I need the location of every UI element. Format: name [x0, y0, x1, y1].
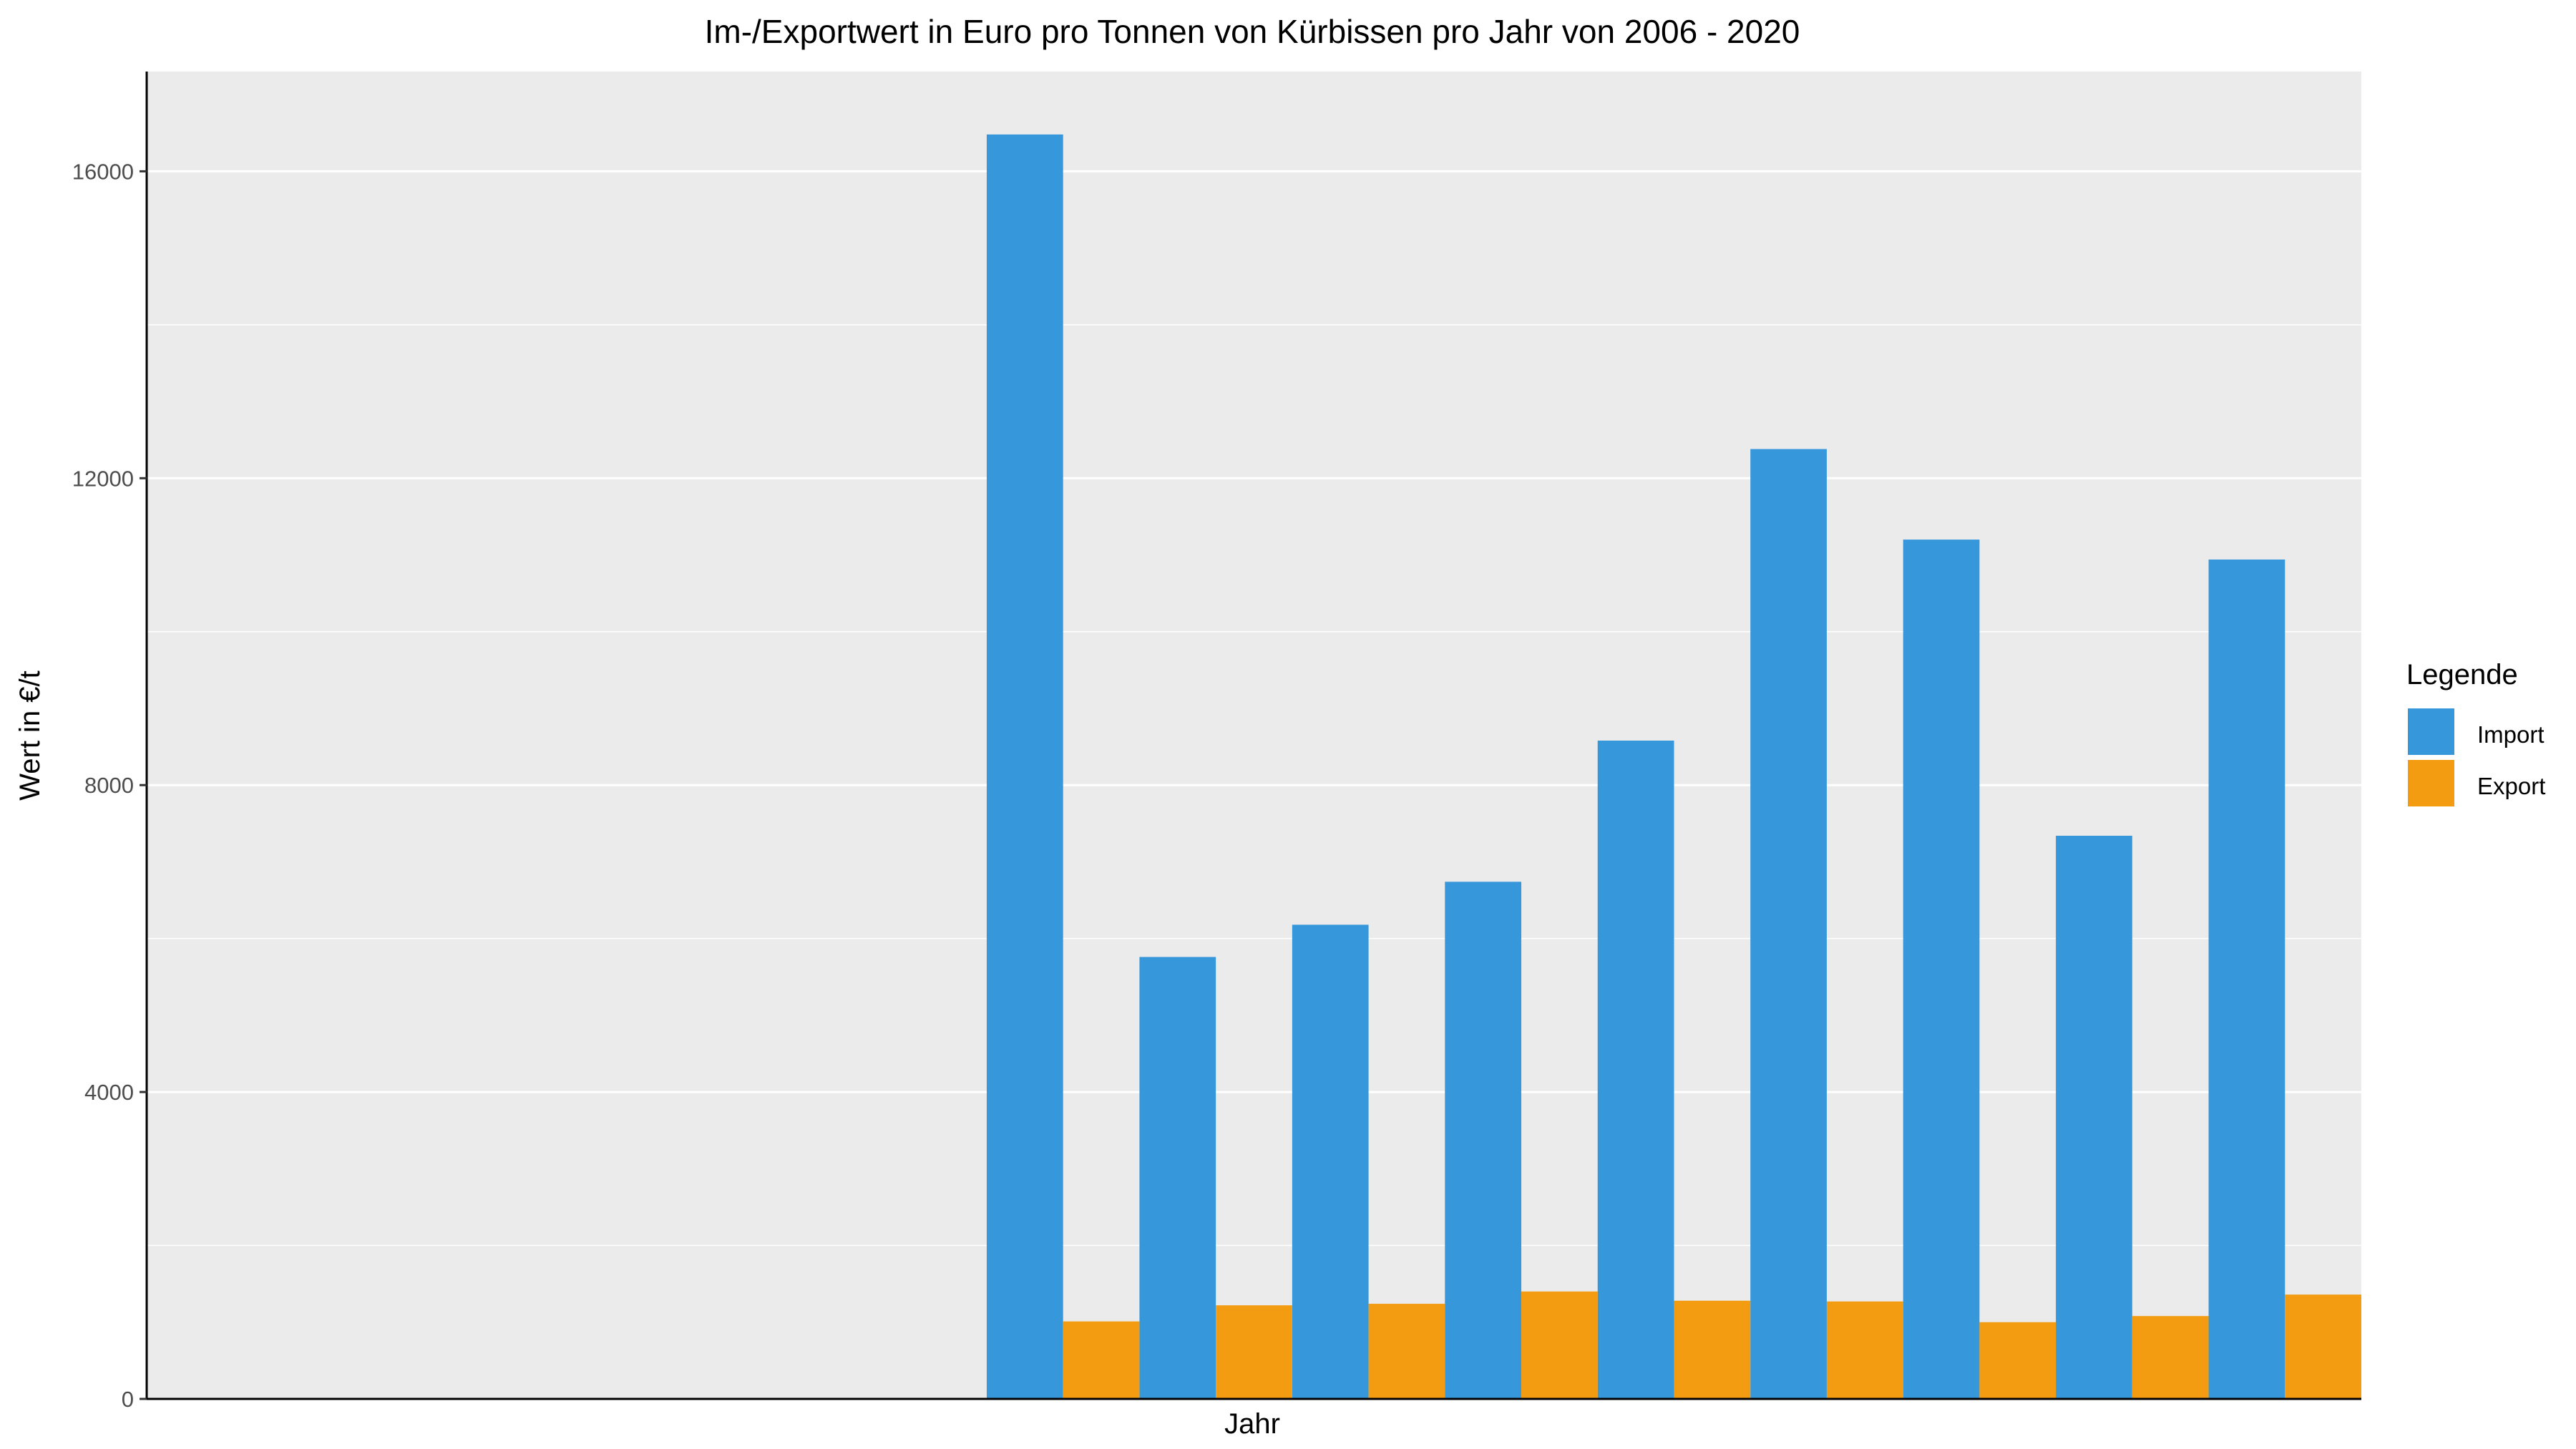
bar-import-7: [1903, 540, 1980, 1399]
y-tick-label: 16000: [72, 159, 134, 184]
grid-lines: [147, 170, 2361, 1400]
y-axis-label: Wert in €/t: [14, 670, 46, 801]
bar-export-8: [2132, 1316, 2209, 1399]
bar-export-2: [1216, 1305, 1292, 1399]
bar-export-9: [2285, 1294, 2361, 1399]
y-tick-labels: 0 4000 8000 12000 16000: [72, 159, 147, 1412]
bars-group: [986, 134, 2361, 1400]
plot-panel: [147, 72, 2361, 1399]
legend-label-import: Import: [2477, 721, 2545, 748]
bar-export-4: [1521, 1291, 1598, 1399]
bar-export-5: [1674, 1300, 1751, 1399]
bar-import-1: [986, 134, 1063, 1400]
legend-key-import: [2408, 708, 2454, 755]
bar-import-5: [1597, 741, 1674, 1399]
bar-import-8: [2056, 835, 2132, 1399]
bar-export-7: [1979, 1322, 2057, 1399]
y-tick-label: 0: [122, 1387, 134, 1412]
bar-export-3: [1368, 1304, 1445, 1399]
y-tick-label: 12000: [72, 466, 134, 491]
legend: Legende Import Export: [2406, 659, 2545, 806]
legend-title: Legende: [2406, 659, 2518, 691]
chart-title: Im-/Exportwert in Euro pro Tonnen von Kü…: [705, 13, 1800, 50]
bar-export-6: [1826, 1301, 1903, 1399]
bar-import-3: [1292, 924, 1369, 1399]
bar-import-9: [2208, 559, 2285, 1399]
bar-import-6: [1750, 449, 1827, 1400]
bar-export-1: [1063, 1321, 1140, 1399]
legend-key-export: [2408, 760, 2454, 806]
bar-import-4: [1445, 882, 1522, 1399]
legend-label-export: Export: [2477, 773, 2545, 799]
bar-import-2: [1139, 957, 1216, 1399]
y-tick-label: 8000: [84, 773, 134, 798]
y-tick-label: 4000: [84, 1080, 134, 1105]
x-axis-label: Jahr: [1224, 1408, 1280, 1440]
